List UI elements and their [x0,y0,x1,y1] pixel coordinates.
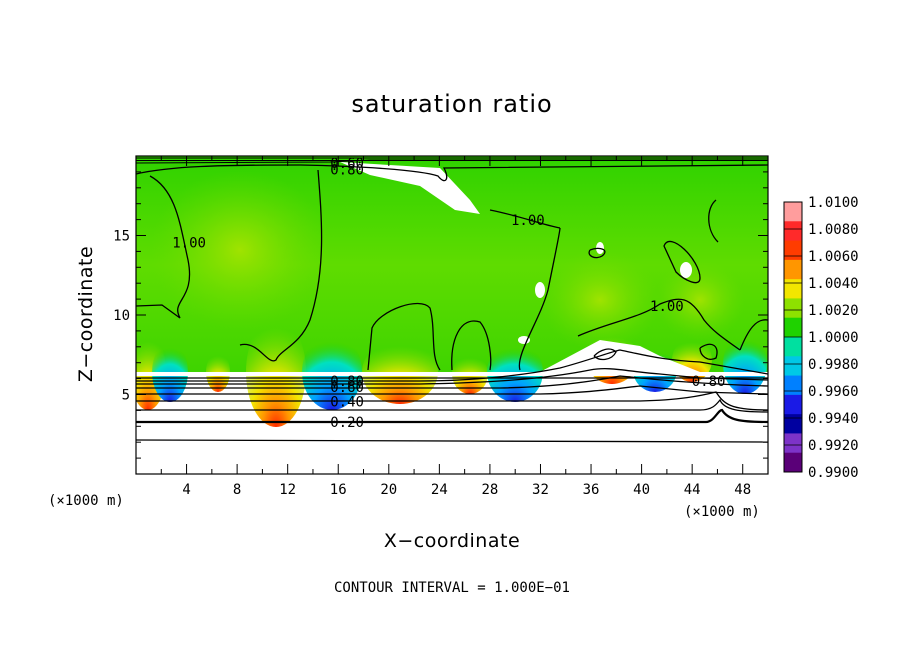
x-axis-label: X−coordinate [384,530,520,552]
x-tick-label: 44 [684,482,701,498]
colorbar-swatch [784,259,802,280]
colorbar-label: 1.0080 [808,222,859,238]
contour-label: 0.60 [330,380,364,396]
y-tick-label: 15 [113,229,130,245]
x-tick-label: 28 [481,482,498,498]
colorbar-swatch [784,298,802,319]
colorbar-label: 1.0020 [808,303,859,319]
contour-lines [136,157,768,443]
contour-label: 1.00 [511,213,545,229]
plot-field: 0.600.801.001.001.000.800.600.400.200.80 [136,156,768,474]
colorbar-swatch [784,279,802,299]
colorbar-swatch [784,317,802,338]
colorbar-label: 1.0100 [808,195,859,211]
colorbar-label: 0.9920 [808,438,859,454]
contour-label: 0.80 [330,374,364,390]
colorbar-swatch [784,240,802,261]
colorbar [783,201,803,473]
colorbar-label: 0.9980 [808,357,859,373]
y-axis: 5 10 15 [113,171,768,459]
x-tick-label: 40 [633,482,650,498]
x-tick-label: 36 [583,482,600,498]
x-tick-label: 8 [233,482,241,498]
contour-label: 0.20 [330,415,364,431]
contour-label: 0.40 [330,394,364,410]
colorbar-label: 0.9900 [808,465,859,481]
colorbar-swatch [784,452,802,473]
contour-label: 1.00 [650,299,684,315]
y-tick-label: 10 [113,308,130,324]
colorbar-swatch [784,221,802,242]
x-unit-label: (×1000 m) [684,504,760,520]
colorbar-swatch [784,433,802,454]
x-tick-label: 32 [532,482,549,498]
colorbar-swatch [784,337,802,357]
contour-label: 1.00 [172,235,206,251]
x-tick-label: 20 [380,482,397,498]
y-axis-label: Z−coordinate [75,246,97,382]
x-tick-label: 4 [182,482,190,498]
x-tick-label: 16 [330,482,347,498]
x-tick-label: 24 [431,482,448,498]
contour-label: 0.80 [330,162,364,178]
unsaturated-patches [136,162,768,376]
colorbar-swatch [784,356,802,377]
colorbar-swatch [784,375,802,396]
contour-interval-note: CONTOUR INTERVAL = 1.000E−01 [334,580,570,596]
chart-title: saturation ratio [351,90,552,118]
x-tick-label: 48 [734,482,751,498]
colorbar-labels: 1.0100 1.0080 1.0060 1.0040 1.0020 1.0000 0.99… [808,195,859,481]
colorbar-swatch [784,202,802,222]
x-axis: 4 8 12 16 20 24 28 32 36 40 44 48 [160,156,751,498]
contour-label: 0.80 [692,374,726,390]
colorbar-label: 0.9940 [808,411,859,427]
y-tick-label: 5 [122,388,130,404]
y-unit-label: (×1000 m) [48,493,124,509]
colorbar-label: 1.0040 [808,276,859,292]
colorbar-label: 1.0060 [808,249,859,265]
colorbar-swatch [784,414,802,434]
colorbar-label: 0.9960 [808,384,859,400]
colorbar-swatch [784,394,802,415]
colorbar-label: 1.0000 [808,330,859,346]
contour-labels: 0.600.801.001.001.000.800.600.400.200.80 [172,156,726,431]
x-tick-label: 12 [279,482,296,498]
